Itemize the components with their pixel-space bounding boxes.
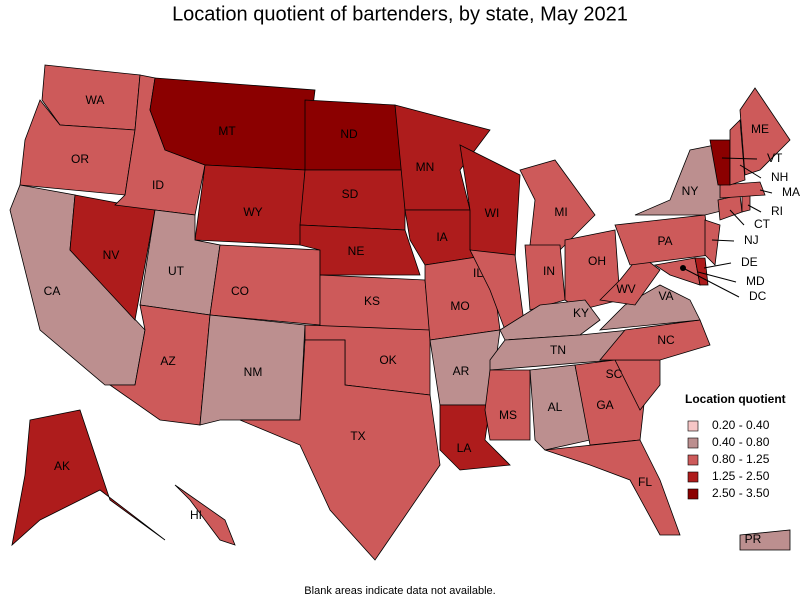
legend-label: 0.20 - 0.40 [712, 418, 770, 432]
state-label: AZ [160, 354, 175, 368]
state-label: MO [450, 299, 469, 313]
legend-label: 0.80 - 1.25 [712, 452, 770, 466]
state-label: SC [606, 367, 623, 381]
state-label: NH [771, 170, 788, 184]
state-label: GA [596, 398, 613, 412]
state-label: MT [218, 124, 236, 138]
state-label: CO [231, 284, 249, 298]
state-label: MA [782, 185, 800, 199]
leader-line [711, 239, 735, 242]
leader-line [682, 267, 740, 298]
state-labels: WA OR CA NV ID MT WY UT AZ CO NM ND SD NE KS OK TX MN IA MO… [44, 93, 800, 546]
state [598, 284, 701, 331]
state-label: ME [751, 122, 769, 136]
state-label: FL [638, 475, 652, 489]
state [739, 87, 791, 176]
leader-line [697, 271, 737, 283]
map [9, 64, 791, 561]
state-label: TN [550, 343, 566, 357]
state-label: PR [745, 532, 762, 546]
legend-label: 0.40 - 0.80 [712, 435, 770, 449]
leader-line [739, 164, 762, 179]
state-label: IL [473, 266, 483, 280]
state-label: OH [588, 254, 606, 268]
leader-line [703, 262, 732, 269]
state [239, 339, 441, 561]
state [599, 319, 711, 361]
state-label: HI [190, 508, 202, 522]
state-label: NJ [744, 233, 759, 247]
state [394, 104, 491, 211]
state-label: MS [499, 408, 517, 422]
state-label: IA [436, 230, 447, 244]
state-label: WA [86, 93, 105, 107]
state-label: IN [543, 264, 555, 278]
state [741, 194, 751, 213]
state-label: SD [342, 187, 359, 201]
state [529, 364, 591, 451]
state-label: CA [44, 284, 61, 298]
state-label: AR [453, 364, 470, 378]
legend-title: Location quotient [685, 392, 786, 406]
state-label: WV [616, 282, 635, 296]
state-label: ID [152, 178, 164, 192]
footnote: Blank areas indicate data not available. [304, 585, 495, 597]
state-label: DE [741, 255, 758, 269]
state [739, 529, 791, 551]
state-label: OR [71, 152, 89, 166]
state-label: MD [746, 274, 765, 288]
state-label: WI [485, 206, 500, 220]
state [704, 219, 721, 266]
state-label: ND [340, 127, 358, 141]
state-label: OK [379, 353, 396, 367]
state-label: AK [54, 459, 70, 473]
state-label: NE [348, 244, 365, 258]
leader-line [759, 189, 773, 194]
state-label: KY [573, 306, 589, 320]
state [729, 119, 746, 186]
leader-line [721, 157, 758, 160]
state-label: AL [548, 400, 563, 414]
state [484, 369, 531, 441]
state [209, 244, 321, 326]
state [634, 144, 726, 216]
state-label: WY [243, 205, 262, 219]
state-label: NM [244, 365, 263, 379]
state-label: PA [657, 234, 672, 248]
state-label: VA [658, 289, 673, 303]
state-label: MI [554, 205, 567, 219]
state-label: KS [364, 294, 380, 308]
state-label: LA [457, 441, 472, 455]
legend-swatch [687, 454, 699, 466]
legend-swatch [687, 471, 699, 483]
legend-swatch [687, 488, 699, 500]
state [719, 181, 766, 199]
state-label: NY [682, 184, 699, 198]
title: Location quotient of bartenders, by stat… [172, 3, 628, 25]
leader-line [747, 204, 762, 213]
state-label: RI [771, 204, 783, 218]
state-label: NV [103, 248, 120, 262]
state-label: DC [749, 289, 767, 303]
legend-label: 1.25 - 2.50 [712, 469, 770, 483]
legend-label: 2.50 - 3.50 [712, 486, 770, 500]
state-label: MN [416, 160, 435, 174]
state [653, 257, 701, 286]
state-label: UT [168, 264, 185, 278]
legend: 0.20 - 0.40 0.40 - 0.80 0.80 - 1.25 1.25 - … [687, 418, 770, 500]
state [564, 229, 621, 311]
state-label: NC [657, 333, 675, 347]
state [544, 439, 681, 536]
state-label: VT [767, 151, 783, 165]
state-label: TX [350, 429, 365, 443]
state [11, 409, 166, 547]
legend-swatch [687, 420, 699, 432]
leader-line [729, 209, 745, 226]
legend-swatch [687, 437, 699, 449]
state-label: CT [754, 217, 771, 231]
state [174, 484, 236, 546]
